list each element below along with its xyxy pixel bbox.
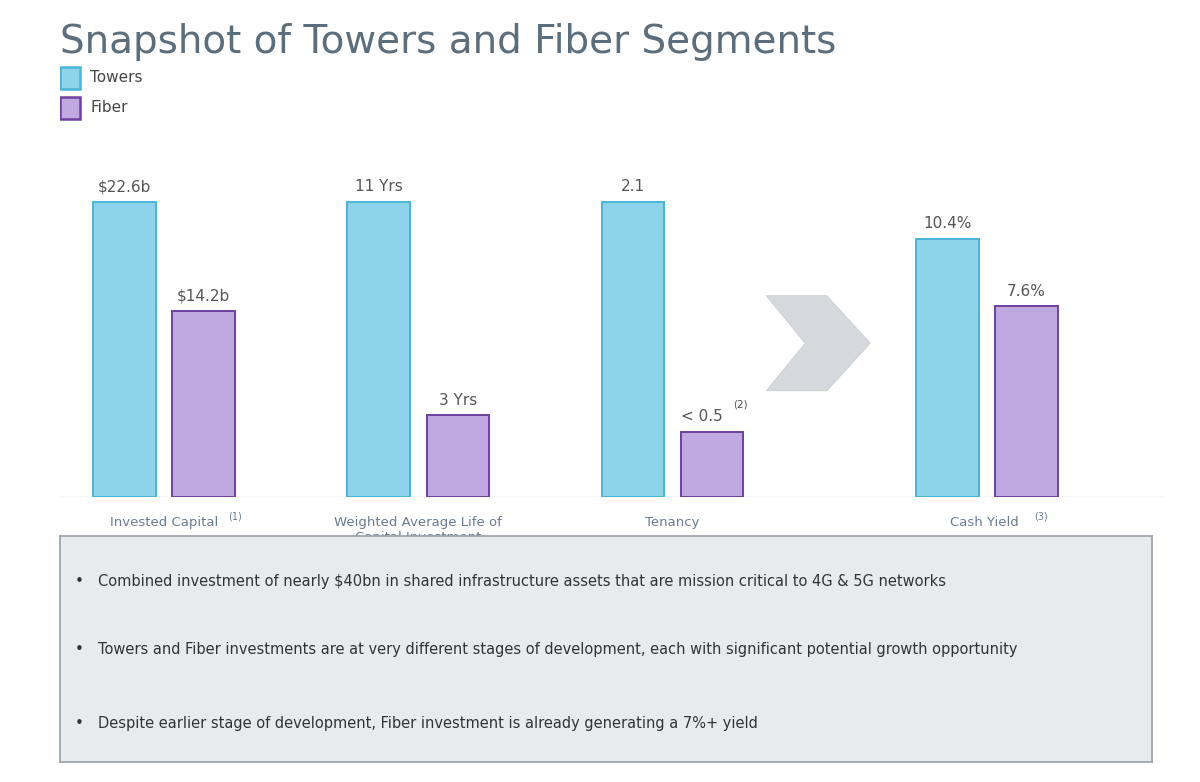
Bar: [94, 202, 156, 497]
Text: Despite earlier stage of development, Fiber investment is already generating a 7: Despite earlier stage of development, Fi…: [98, 716, 758, 731]
Text: 7.6%: 7.6%: [1007, 284, 1046, 299]
Polygon shape: [767, 296, 870, 391]
Bar: [348, 202, 410, 497]
Text: •: •: [76, 573, 84, 589]
Bar: [995, 307, 1057, 497]
Bar: [601, 202, 664, 497]
Text: 10.4%: 10.4%: [923, 216, 972, 231]
Text: •: •: [76, 716, 84, 731]
Bar: [173, 310, 235, 497]
Text: Fiber: Fiber: [90, 100, 127, 115]
Text: •: •: [76, 641, 84, 657]
Text: < 0.5: < 0.5: [680, 409, 722, 425]
Bar: [427, 415, 490, 497]
Text: Invested Capital: Invested Capital: [110, 516, 218, 529]
Bar: [680, 432, 743, 497]
Text: (2): (2): [733, 400, 748, 410]
Text: Towers: Towers: [90, 70, 143, 85]
Text: Cash Yield: Cash Yield: [950, 516, 1024, 529]
Bar: [60, 96, 79, 119]
Text: Combined investment of nearly $40bn in shared infrastructure assets that are mis: Combined investment of nearly $40bn in s…: [98, 573, 947, 589]
Text: 2.1: 2.1: [620, 179, 644, 195]
Bar: [916, 239, 979, 497]
Text: $22.6b: $22.6b: [98, 179, 151, 195]
Text: Snapshot of Towers and Fiber Segments: Snapshot of Towers and Fiber Segments: [60, 23, 836, 62]
Text: (3): (3): [1034, 511, 1048, 522]
Text: Tenancy: Tenancy: [646, 516, 700, 529]
Bar: [60, 66, 79, 89]
Text: 3 Yrs: 3 Yrs: [439, 393, 476, 408]
Text: 11 Yrs: 11 Yrs: [355, 179, 402, 195]
Text: (1): (1): [228, 511, 241, 522]
Text: Towers and Fiber investments are at very different stages of development, each w: Towers and Fiber investments are at very…: [98, 641, 1018, 657]
Text: $14.2b: $14.2b: [178, 289, 230, 303]
Text: Weighted Average Life of
Capital Investment: Weighted Average Life of Capital Investm…: [335, 516, 503, 543]
